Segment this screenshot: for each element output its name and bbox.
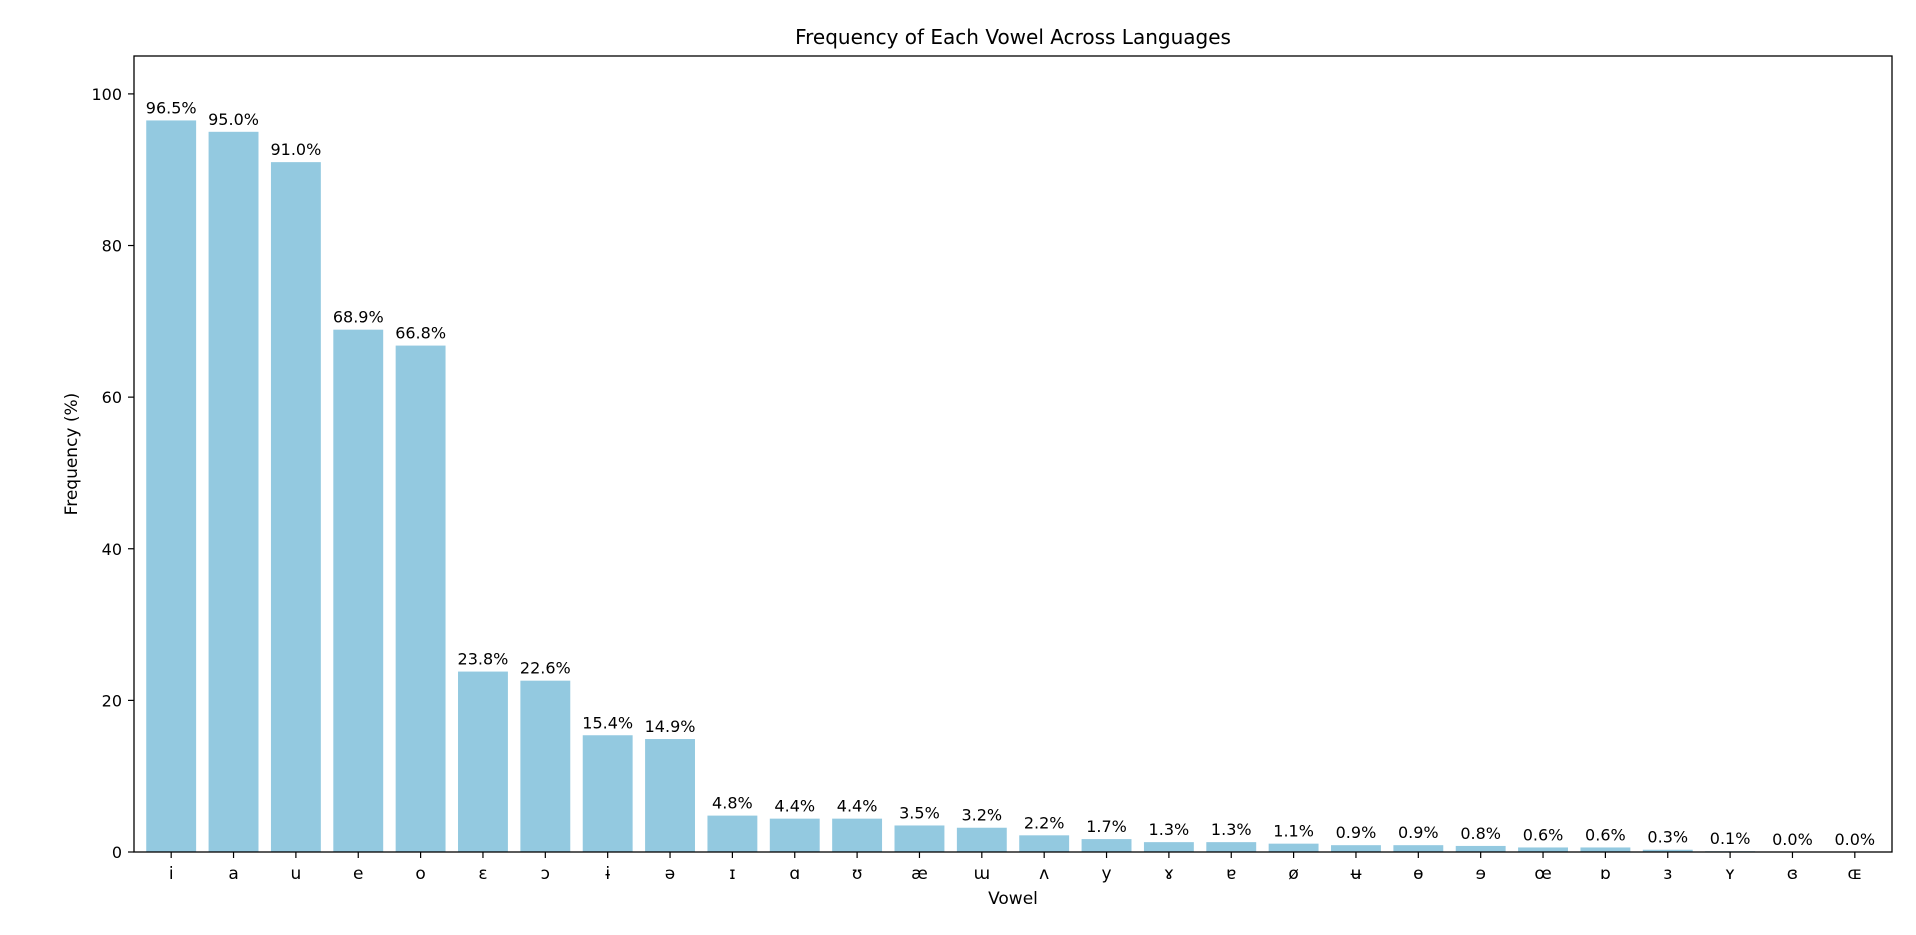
bar-value-label: 0.0% [1834, 830, 1875, 849]
x-tick-label: ø [1288, 864, 1298, 884]
chart-title: Frequency of Each Vowel Across Languages [795, 25, 1231, 49]
bar [1642, 849, 1693, 852]
bar-value-label: 95.0% [208, 110, 259, 129]
bar [1019, 835, 1070, 852]
x-tick-label: ɨ [605, 864, 610, 884]
bar [769, 818, 820, 852]
x-tick-label: ɵ [1413, 864, 1423, 884]
bar-value-label: 0.1% [1710, 829, 1751, 848]
x-axis-title: Vowel [988, 889, 1038, 909]
bar-value-label: 91.0% [270, 140, 321, 159]
x-tick-label: ɛ [478, 864, 487, 884]
bar [458, 671, 508, 852]
bar-value-label: 0.9% [1398, 823, 1439, 842]
bar-value-label: 96.5% [146, 98, 197, 117]
bar-value-label: 4.4% [837, 797, 878, 816]
value-labels-group: 96.5% 95.0% 91.0% 68.9% 66.8% 23.8% 22.6% 15.4%… [146, 98, 1875, 849]
y-tick-label: 100 [91, 85, 122, 104]
x-tick-label: ʊ [852, 864, 863, 884]
bar [146, 120, 197, 852]
x-tick-label: œ [1534, 864, 1551, 884]
x-tick-label: ʌ [1039, 864, 1049, 884]
x-tick-label: ə [665, 864, 675, 884]
bar-value-label: 4.8% [712, 794, 753, 813]
bar [1455, 845, 1506, 852]
bar-value-label: 4.4% [774, 797, 815, 816]
y-tick-label: 20 [102, 691, 122, 710]
bar-value-label: 0.3% [1647, 828, 1688, 847]
bar-value-label: 22.6% [520, 659, 571, 678]
x-tick-label: ɘ [1475, 864, 1485, 884]
x-tick-label: y [1102, 864, 1112, 884]
bar-value-label: 1.1% [1273, 822, 1314, 841]
bar [956, 827, 1007, 852]
bar-value-label: 0.9% [1336, 823, 1377, 842]
bar-value-label: 0.8% [1460, 824, 1501, 843]
bar-value-label: 66.8% [395, 324, 446, 343]
x-tick-label: u [290, 864, 301, 884]
bar [333, 329, 384, 852]
bar [270, 162, 321, 852]
x-tick-label: ɑ [789, 864, 800, 884]
x-tick-label: ɐ [1226, 864, 1236, 884]
plot-frame [133, 55, 1893, 853]
bar [395, 345, 446, 852]
bar [582, 735, 633, 852]
bar [1580, 847, 1631, 852]
bar-value-label: 1.3% [1149, 820, 1190, 839]
x-tick-label: ɞ [1787, 864, 1798, 884]
x-tick-label: i [169, 864, 174, 884]
bar [1206, 842, 1257, 852]
bar [707, 815, 758, 852]
bar-value-label: 3.5% [899, 803, 940, 822]
x-tick-label: ɜ [1663, 864, 1672, 884]
bar-value-label: 0.6% [1523, 825, 1564, 844]
y-tick-label: 60 [102, 388, 122, 407]
x-tick-label: ɶ [1848, 864, 1863, 884]
x-tick-label: a [228, 864, 238, 884]
bar [1518, 847, 1568, 852]
x-tick-label: ɤ [1164, 864, 1174, 884]
x-tick-label: æ [911, 864, 928, 884]
bar-value-label: 3.2% [961, 806, 1002, 825]
bar [832, 818, 883, 852]
bar [208, 131, 259, 852]
bar-value-label: 14.9% [645, 717, 696, 736]
bar-value-label: 1.7% [1086, 817, 1127, 836]
x-tick-label: ɔ [541, 864, 550, 884]
bar [1268, 843, 1319, 852]
bar-value-label: 15.4% [582, 713, 633, 732]
y-tick-label: 0 [112, 843, 122, 862]
bar-value-label: 0.0% [1772, 830, 1813, 849]
x-tick-label: ɪ [729, 864, 735, 884]
bar [894, 825, 945, 852]
bar [1393, 845, 1444, 852]
y-tick-label: 80 [102, 237, 122, 256]
bar [1081, 839, 1132, 852]
x-tick-label: e [353, 864, 363, 884]
x-tick-label: ɒ [1600, 864, 1611, 884]
bars-group [146, 120, 1756, 852]
bar-value-label: 23.8% [458, 650, 509, 669]
x-tick-label: o [415, 864, 425, 884]
bar-value-label: 2.2% [1024, 813, 1065, 832]
y-axis: 0 20 40 60 80 100 [91, 85, 134, 862]
bar [645, 739, 695, 852]
bar-value-label: 68.9% [333, 308, 384, 327]
y-tick-label: 40 [102, 540, 122, 559]
y-axis-title: Frequency (%) [62, 393, 82, 516]
bar [1143, 842, 1194, 852]
x-tick-label: ʉ [1351, 864, 1362, 884]
x-tick-label: ɯ [974, 864, 991, 884]
bar-value-label: 0.6% [1585, 825, 1626, 844]
x-tick-label: ʏ [1725, 864, 1735, 884]
bar [520, 680, 571, 852]
bar-value-label: 1.3% [1211, 820, 1252, 839]
bar [1331, 845, 1381, 852]
